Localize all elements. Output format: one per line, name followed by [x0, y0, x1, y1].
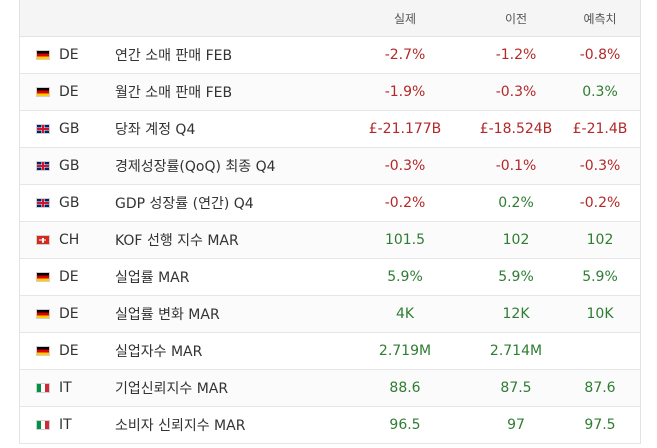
actual-value: 96.5	[389, 417, 421, 433]
actual-value: 2.719M	[378, 343, 432, 359]
forecast-value: -0.8%	[579, 47, 621, 63]
table-row[interactable]: DE 실업률 MAR 5.9% 5.9% 5.9%	[20, 259, 640, 296]
actual-value: -1.9%	[384, 84, 426, 100]
event-name-link[interactable]: 당좌 계정 Q4	[115, 122, 196, 138]
previous-column-header: 이전	[504, 11, 528, 26]
uk-flag-icon	[36, 161, 50, 171]
flag-cell	[36, 74, 52, 110]
previous-value: £-18.524B	[479, 121, 553, 137]
previous-value: -0.1%	[495, 158, 537, 174]
actual-value: -2.7%	[384, 47, 426, 63]
actual-value: -0.2%	[384, 195, 426, 211]
flag-cell	[36, 185, 52, 221]
table-row[interactable]: GB GDP 성장률 (연간) Q4 -0.2% 0.2% -0.2%	[20, 185, 640, 222]
previous-value: -1.2%	[495, 47, 537, 63]
event-name-link[interactable]: 실업자수 MAR	[115, 344, 203, 360]
event-name-link[interactable]: KOF 선행 지수 MAR	[115, 233, 239, 249]
forecast-value: -0.2%	[579, 195, 621, 211]
country-code: DE	[59, 343, 79, 359]
forecast-value: 5.9%	[582, 269, 618, 285]
event-name-link[interactable]: 경제성장률(QoQ) 최종 Q4	[115, 159, 276, 175]
event-name-link[interactable]: 기업신뢰지수 MAR	[115, 381, 229, 397]
event-name-link[interactable]: 월간 소매 판매 FEB	[115, 85, 233, 101]
forecast-value: 0.3%	[582, 84, 618, 100]
flag-cell	[36, 222, 52, 258]
italy-flag-icon	[36, 383, 50, 393]
previous-value: -0.3%	[495, 84, 537, 100]
forecast-value: 10K	[586, 306, 614, 322]
flag-cell	[36, 148, 52, 184]
table-row[interactable]: DE 실업률 변화 MAR 4K 12K 10K	[20, 296, 640, 333]
event-name-link[interactable]: 소비자 신뢰지수 MAR	[115, 418, 246, 434]
country-code: DE	[59, 84, 79, 100]
table-row[interactable]: GB 경제성장률(QoQ) 최종 Q4 -0.3% -0.1% -0.3%	[20, 148, 640, 185]
germany-flag-icon	[36, 346, 50, 356]
table-row[interactable]: DE 연간 소매 판매 FEB -2.7% -1.2% -0.8%	[20, 37, 640, 74]
flag-cell	[36, 333, 52, 369]
flag-cell	[36, 111, 52, 147]
uk-flag-icon	[36, 124, 50, 134]
country-code: IT	[59, 380, 72, 396]
event-name-link[interactable]: 연간 소매 판매 FEB	[115, 48, 233, 64]
country-code: DE	[59, 269, 79, 285]
germany-flag-icon	[36, 50, 50, 60]
country-code: GB	[59, 158, 80, 174]
actual-value: 101.5	[384, 232, 426, 248]
economic-calendar-table: 실제 이전 예측치 DE 연간 소매 판매 FEB -2.7% -1.2% -0.8% D…	[19, 0, 641, 444]
table-row[interactable]: CH KOF 선행 지수 MAR 101.5 102 102	[20, 222, 640, 259]
germany-flag-icon	[36, 272, 50, 282]
forecast-value: 87.6	[584, 380, 616, 396]
country-code: GB	[59, 195, 80, 211]
forecast-value: 97.5	[584, 417, 616, 433]
uk-flag-icon	[36, 198, 50, 208]
table-body: DE 연간 소매 판매 FEB -2.7% -1.2% -0.8% DE 월간 소매 판매 …	[20, 37, 640, 444]
actual-value: -0.3%	[384, 158, 426, 174]
table-header: 실제 이전 예측치	[20, 0, 640, 37]
flag-cell	[36, 370, 52, 406]
forecast-value: 102	[586, 232, 614, 248]
actual-column-header: 실제	[393, 11, 417, 26]
actual-value: 88.6	[389, 380, 421, 396]
previous-value: 87.5	[500, 380, 532, 396]
forecast-value	[560, 333, 640, 369]
table-row[interactable]: GB 당좌 계정 Q4 £-21.177B £-18.524B £-21.4B	[20, 111, 640, 148]
italy-flag-icon	[36, 420, 50, 430]
event-name-link[interactable]: 실업률 MAR	[115, 270, 190, 286]
previous-value: 2.714M	[489, 343, 543, 359]
table-row[interactable]: IT 기업신뢰지수 MAR 88.6 87.5 87.6	[20, 370, 640, 407]
previous-value: 97	[507, 417, 525, 433]
country-code: IT	[59, 417, 72, 433]
previous-value: 102	[502, 232, 530, 248]
germany-flag-icon	[36, 87, 50, 97]
flag-cell	[36, 259, 52, 295]
flag-cell	[36, 296, 52, 332]
forecast-value: £-21.4B	[572, 121, 628, 137]
flag-cell	[36, 37, 52, 73]
actual-value: 5.9%	[387, 269, 423, 285]
event-name-link[interactable]: GDP 성장률 (연간) Q4	[115, 196, 254, 212]
forecast-column-header: 예측치	[583, 11, 617, 26]
previous-value: 12K	[502, 306, 530, 322]
actual-value: 4K	[395, 306, 415, 322]
table-row[interactable]: DE 월간 소매 판매 FEB -1.9% -0.3% 0.3%	[20, 74, 640, 111]
previous-value: 5.9%	[498, 269, 534, 285]
previous-value: 0.2%	[498, 195, 534, 211]
table-row[interactable]: DE 실업자수 MAR 2.719M 2.714M	[20, 333, 640, 370]
actual-value: £-21.177B	[368, 121, 442, 137]
germany-flag-icon	[36, 309, 50, 319]
table-row[interactable]: IT 소비자 신뢰지수 MAR 96.5 97 97.5	[20, 407, 640, 444]
country-code: DE	[59, 306, 79, 322]
country-code: GB	[59, 121, 80, 137]
switzerland-flag-icon	[36, 235, 50, 245]
country-code: DE	[59, 47, 79, 63]
flag-cell	[36, 407, 52, 443]
event-name-link[interactable]: 실업률 변화 MAR	[115, 307, 220, 323]
forecast-value: -0.3%	[579, 158, 621, 174]
country-code: CH	[59, 232, 80, 248]
